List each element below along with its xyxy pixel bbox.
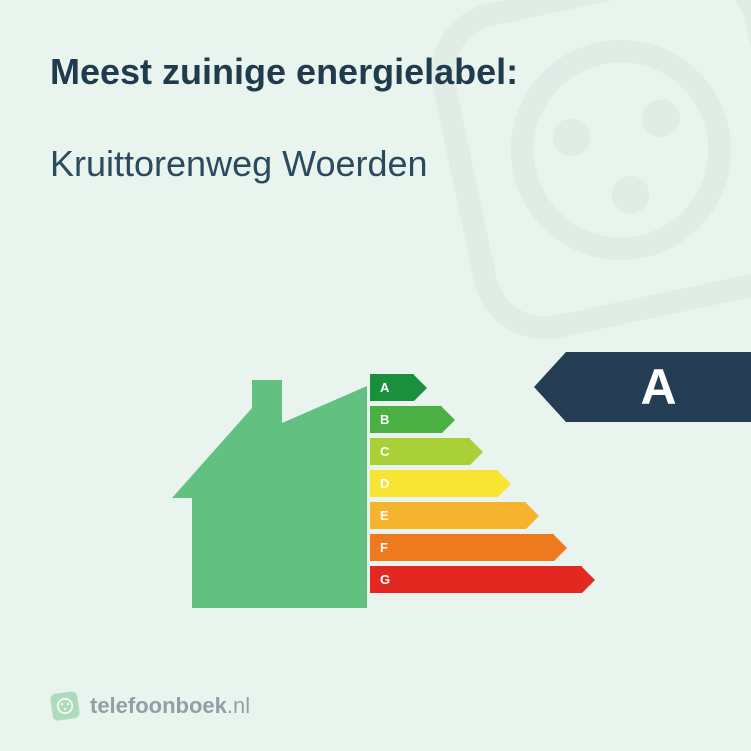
energy-bar-f: F — [370, 534, 595, 561]
energy-bar-label: D — [370, 470, 498, 497]
energy-bar-d: D — [370, 470, 595, 497]
result-tag: A — [534, 352, 751, 422]
energy-bar-arrow — [470, 439, 483, 465]
footer-logo-icon — [50, 691, 80, 721]
energy-bar-label: G — [370, 566, 582, 593]
energy-bar-label: E — [370, 502, 526, 529]
energy-bar-arrow — [498, 471, 511, 497]
footer-brand-suffix: .nl — [227, 693, 250, 718]
energy-bar-label: A — [370, 374, 414, 401]
result-tag-arrow — [534, 352, 566, 422]
watermark-icon — [396, 0, 751, 375]
footer: telefoonboek.nl — [50, 691, 250, 721]
energy-bar-label: C — [370, 438, 470, 465]
result-tag-label: A — [566, 352, 751, 422]
energy-bar-c: C — [370, 438, 595, 465]
energy-bar-arrow — [526, 503, 539, 529]
energy-label-card: Meest zuinige energielabel: Kruittorenwe… — [0, 0, 751, 751]
house-icon — [172, 368, 367, 608]
energy-bar-g: G — [370, 566, 595, 593]
energy-bar-label: F — [370, 534, 554, 561]
energy-bar-e: E — [370, 502, 595, 529]
energy-bar-arrow — [582, 567, 595, 593]
footer-brand: telefoonboek.nl — [90, 693, 250, 719]
energy-bar-arrow — [414, 375, 427, 401]
energy-bar-arrow — [554, 535, 567, 561]
energy-bar-label: B — [370, 406, 442, 433]
footer-brand-bold: telefoonboek — [90, 693, 227, 718]
energy-bar-arrow — [442, 407, 455, 433]
